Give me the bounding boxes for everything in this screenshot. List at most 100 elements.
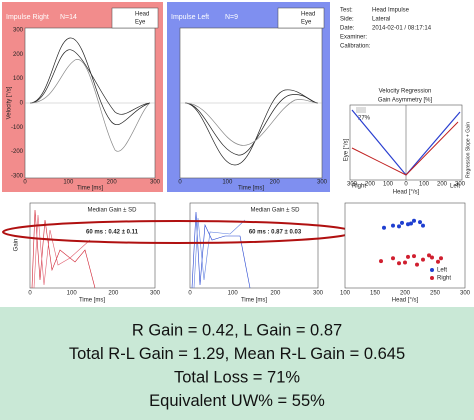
x-tick-label: 200: [365, 182, 376, 188]
point: [403, 260, 407, 265]
x-tick-label: 200: [270, 180, 281, 186]
traces: [29, 37, 319, 166]
x-tick-label: 100: [63, 180, 74, 186]
y-tick-label: 300: [13, 28, 24, 34]
panel-title: Impulse Right: [6, 14, 49, 21]
gain-title: Median Gain ± SD: [88, 208, 138, 214]
x-tick-label: 150: [370, 291, 381, 297]
summary-line: Total R-L Gain = 1.29, Mean R-L Gain = 0…: [69, 345, 405, 363]
x-label: Head [°/s]: [392, 298, 419, 304]
legend: Head: [301, 12, 315, 18]
point: [436, 259, 440, 264]
y-tick-label: 0: [20, 101, 24, 107]
point: [412, 218, 416, 223]
legend: Eye: [135, 20, 146, 26]
summary-box: [0, 307, 474, 420]
y-tick-label: 100: [13, 76, 24, 82]
info-label: Test:: [340, 8, 353, 14]
info-value: 2014-02-01 / 08:17:14: [372, 26, 432, 32]
point: [421, 257, 425, 262]
x-tick-label: 300: [317, 180, 328, 186]
gain-traces: [31, 209, 251, 289]
y-tick-label: 200: [13, 52, 24, 58]
x-tick-label: 0: [28, 291, 32, 297]
side-label: Right: [352, 184, 366, 190]
gain-result: 60 ms : 0.42 ± 0.11: [86, 230, 139, 236]
gain-result: 60 ms : 0.87 ± 0.03: [249, 230, 302, 236]
info-label: Examiner:: [340, 35, 367, 41]
asymmetry: 27%: [358, 116, 371, 122]
x-tick-label: 200: [400, 291, 411, 297]
x-tick-label: 200: [270, 291, 281, 297]
point: [382, 225, 386, 230]
point: [412, 254, 416, 259]
point: [406, 222, 410, 227]
legend-label: Left: [437, 268, 447, 274]
point: [406, 254, 410, 259]
x-label: Time [ms]: [77, 186, 103, 192]
x-label: Time [ms]: [238, 186, 264, 192]
point: [379, 259, 383, 264]
x-tick-label: 100: [419, 182, 430, 188]
point: [397, 261, 401, 266]
regression-subtitle: Gain Asymmetry [%]: [378, 98, 433, 104]
legend-swatch: [430, 268, 434, 272]
point: [397, 224, 401, 229]
legend-label: Right: [437, 276, 451, 282]
x-tick-label: 100: [222, 180, 233, 186]
y-tick-label: -300: [11, 174, 24, 180]
info-label: Date:: [340, 26, 355, 32]
info-label: Side:: [340, 17, 354, 23]
point: [430, 255, 434, 260]
x-label: Head [°/s]: [393, 190, 420, 196]
point: [418, 220, 422, 225]
legend-swatch: [430, 276, 434, 280]
x-tick-label: 0: [188, 291, 192, 297]
summary-line: Equivalent UW% = 55%: [149, 392, 325, 410]
x-tick-label: 100: [67, 291, 78, 297]
panel-n: N=9: [225, 14, 238, 21]
info-value: Head Impulse: [372, 8, 410, 14]
x-tick-label: 300: [150, 291, 161, 297]
panel-title: Impulse Left: [171, 14, 209, 21]
x-tick-label: 300: [460, 291, 471, 297]
y2-label: Regression Slope + Gain: [465, 122, 471, 178]
x-tick-label: 200: [437, 182, 448, 188]
x-label: Time [ms]: [241, 298, 267, 304]
x-tick-label: 200: [108, 291, 119, 297]
point: [391, 223, 395, 228]
x-tick-label: 300: [347, 182, 358, 188]
y-tick-label: -200: [11, 149, 24, 155]
point: [391, 256, 395, 261]
y-label: Velocity [°/s]: [7, 86, 13, 119]
y-tick-label: -100: [11, 125, 24, 131]
x-tick-label: 0: [178, 180, 182, 186]
y-label: Gain: [14, 239, 20, 252]
x-tick-label: 250: [430, 291, 441, 297]
info-label: Calibration:: [340, 44, 371, 50]
gain-title: Median Gain ± SD: [251, 208, 301, 214]
x-tick-label: 0: [23, 180, 27, 186]
x-label: Time [ms]: [79, 298, 105, 304]
side-label: Left: [450, 184, 460, 190]
summary-line: Total Loss = 71%: [174, 368, 300, 386]
x-tick-label: 100: [228, 291, 239, 297]
x-tick-label: 100: [383, 182, 394, 188]
point: [439, 256, 443, 261]
x-tick-label: 200: [107, 180, 118, 186]
x-tick-label: 300: [313, 291, 324, 297]
legend: Head: [135, 12, 149, 18]
y-label: Eye [°/s]: [344, 138, 350, 161]
point: [400, 220, 404, 225]
point: [415, 262, 419, 267]
panel-n: N=14: [60, 14, 77, 21]
x-tick-label: 100: [340, 291, 351, 297]
point: [427, 253, 431, 258]
point: [409, 221, 413, 226]
x-tick-label: 300: [150, 180, 161, 186]
x-tick-label: 0: [404, 182, 408, 188]
info-value: Lateral: [372, 17, 390, 23]
point: [421, 223, 425, 228]
regression-title: Velocity Regression: [379, 89, 432, 95]
